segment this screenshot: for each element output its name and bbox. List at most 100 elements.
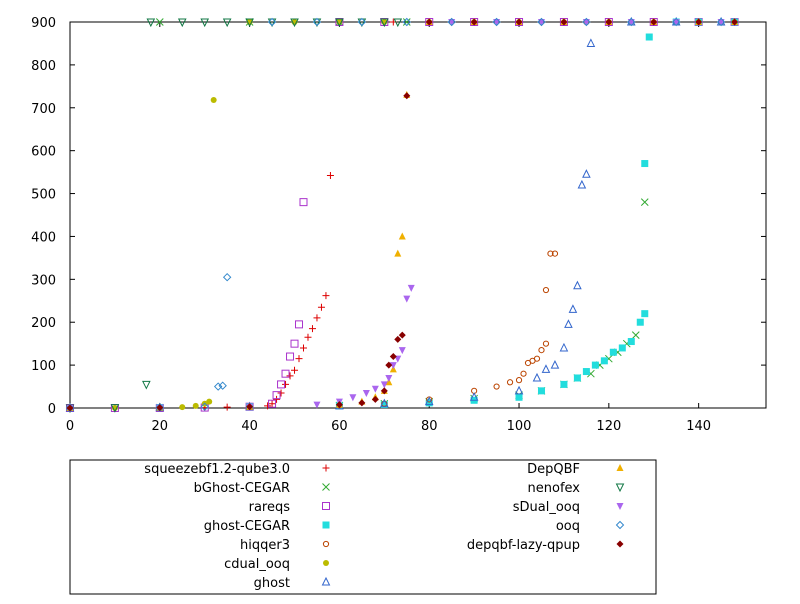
data-point bbox=[424, 396, 434, 406]
legend-label: hiqqer3 bbox=[240, 538, 290, 553]
data-point bbox=[515, 377, 523, 384]
data-point bbox=[515, 18, 523, 26]
data-point bbox=[600, 357, 608, 365]
legend-marker bbox=[322, 502, 330, 510]
data-point bbox=[403, 92, 411, 100]
data-point bbox=[550, 359, 560, 369]
legend-marker bbox=[322, 483, 330, 491]
legend-label: DepQBF bbox=[527, 462, 580, 477]
data-point bbox=[282, 380, 290, 388]
legend-marker bbox=[322, 464, 330, 472]
data-point bbox=[313, 314, 321, 322]
plot-border bbox=[69, 21, 767, 409]
x-tick-label: 140 bbox=[686, 419, 711, 434]
legend-label: bGhost-CEGAR bbox=[194, 481, 290, 496]
x-tick-label: 100 bbox=[507, 419, 532, 434]
data-point bbox=[560, 18, 568, 26]
series-6 bbox=[65, 16, 726, 412]
legend-label: ooq bbox=[556, 519, 580, 534]
data-point bbox=[586, 38, 596, 47]
y-tick-label: 100 bbox=[31, 359, 56, 374]
data-point bbox=[312, 17, 322, 27]
data-point bbox=[385, 374, 393, 382]
data-point bbox=[394, 249, 402, 257]
data-point bbox=[398, 347, 406, 355]
legend-marker bbox=[321, 576, 331, 586]
data-point bbox=[326, 172, 334, 180]
data-point bbox=[671, 17, 681, 27]
data-point bbox=[564, 319, 573, 328]
data-point bbox=[291, 366, 299, 374]
data-point bbox=[394, 355, 402, 363]
series-10 bbox=[65, 17, 726, 413]
data-point bbox=[222, 272, 232, 282]
data-point bbox=[520, 370, 527, 377]
data-point bbox=[492, 17, 501, 27]
data-point bbox=[631, 331, 640, 339]
data-point bbox=[636, 318, 644, 326]
data-point bbox=[380, 381, 388, 389]
data-point bbox=[533, 355, 541, 362]
data-point bbox=[313, 401, 321, 409]
data-point bbox=[402, 17, 411, 27]
legend-label: rareqs bbox=[249, 500, 291, 515]
data-point bbox=[389, 362, 397, 370]
data-point bbox=[447, 17, 456, 27]
data-point bbox=[290, 18, 299, 28]
data-point bbox=[515, 393, 523, 401]
legend-marker bbox=[615, 520, 625, 530]
legend-marker bbox=[616, 464, 624, 471]
data-point bbox=[295, 355, 303, 363]
data-point bbox=[317, 303, 325, 311]
data-point bbox=[407, 284, 415, 292]
data-point bbox=[322, 292, 330, 300]
legend-marker bbox=[323, 560, 329, 566]
data-point bbox=[273, 395, 281, 403]
data-point bbox=[532, 372, 542, 382]
data-point bbox=[110, 404, 120, 413]
data-point bbox=[559, 342, 569, 352]
data-point bbox=[177, 18, 187, 28]
data-point bbox=[200, 18, 210, 28]
data-point bbox=[380, 398, 389, 408]
data-point bbox=[335, 401, 343, 409]
data-point bbox=[573, 280, 582, 290]
data-point bbox=[155, 18, 164, 26]
data-point bbox=[222, 18, 232, 28]
data-point bbox=[304, 333, 312, 341]
data-point bbox=[295, 320, 304, 329]
data-point bbox=[192, 402, 199, 409]
data-point bbox=[627, 17, 636, 27]
data-point bbox=[264, 402, 272, 410]
data-point bbox=[380, 18, 389, 28]
data-point bbox=[398, 232, 406, 240]
data-point bbox=[362, 389, 370, 397]
data-point bbox=[542, 286, 550, 294]
data-point bbox=[695, 18, 703, 26]
data-point bbox=[206, 398, 213, 405]
data-points bbox=[65, 16, 739, 414]
axes: 0 20 40 60 80 100 120 140 0 100 200 300 400 500 600 700… bbox=[31, 16, 766, 434]
data-point bbox=[281, 369, 290, 378]
series-11 bbox=[66, 18, 739, 412]
data-point bbox=[470, 18, 478, 26]
data-point bbox=[591, 361, 599, 369]
legend-label: cdual_ooq bbox=[224, 557, 290, 572]
legend-label: squeezebf1.2-qube3.0 bbox=[144, 462, 290, 477]
data-point bbox=[582, 17, 591, 27]
data-point bbox=[142, 380, 151, 390]
data-point bbox=[290, 339, 299, 348]
data-point bbox=[277, 380, 286, 389]
data-point bbox=[286, 372, 294, 380]
data-point bbox=[560, 380, 568, 388]
data-point bbox=[568, 304, 578, 313]
y-tick-label: 600 bbox=[31, 145, 56, 160]
data-point bbox=[380, 387, 388, 395]
legend-label: ghost-CEGAR bbox=[204, 519, 290, 534]
data-point bbox=[179, 404, 186, 411]
data-point bbox=[537, 387, 545, 395]
data-point bbox=[582, 368, 590, 376]
series-4 bbox=[66, 18, 725, 412]
legend-label: depqbf-lazy-qpup bbox=[467, 538, 580, 553]
y-tick-label: 200 bbox=[31, 316, 56, 331]
